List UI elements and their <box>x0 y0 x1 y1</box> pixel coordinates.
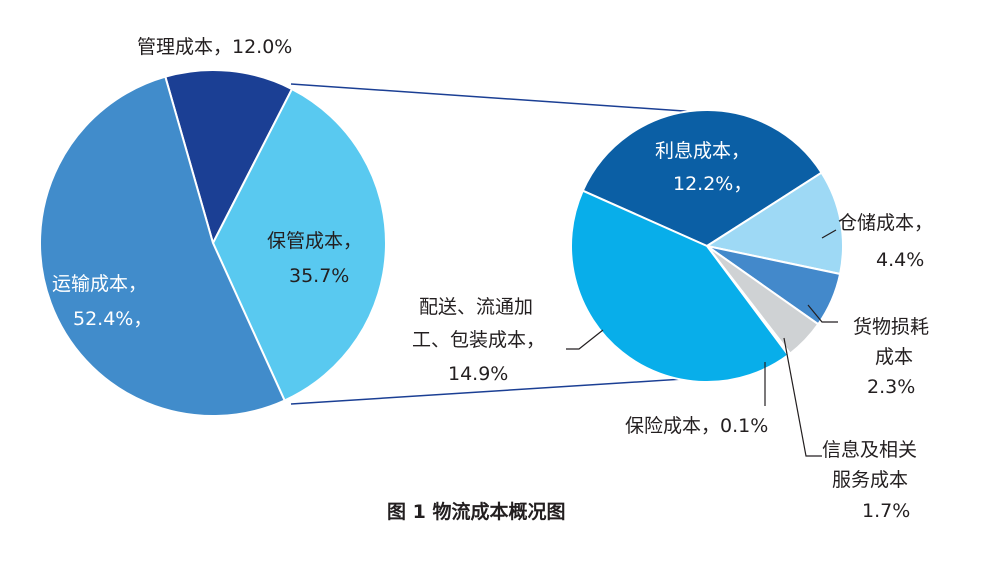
leader-line-distribution <box>566 329 604 350</box>
slice-distribution <box>570 189 790 384</box>
label-interest-line1: 利息成本， <box>655 140 750 162</box>
leader-line-info <box>783 337 822 457</box>
label-warehouse-line1: 仓储成本， <box>838 212 933 234</box>
slice-management <box>164 69 294 246</box>
figure-caption: 图 1 物流成本概况图 <box>387 500 565 523</box>
label-loss-line2: 成本 <box>875 346 913 368</box>
connector-line-top <box>290 83 714 114</box>
breakdown-pie <box>570 109 844 384</box>
label-distribution-line2: 工、包装成本， <box>412 329 545 351</box>
label-management: 管理成本，12.0% <box>137 36 292 58</box>
slice-warehouse <box>704 171 844 276</box>
leader-line-loss <box>807 304 838 323</box>
main-pie <box>39 69 387 417</box>
slice-transport <box>39 75 286 417</box>
label-interest-line2: 12.2%， <box>673 173 752 195</box>
slice-storage <box>211 87 387 402</box>
slice-interest <box>581 109 823 248</box>
label-loss-line3: 2.3% <box>867 376 915 398</box>
label-info-line3: 1.7% <box>862 500 910 522</box>
label-storage-line2: 35.7% <box>289 265 349 287</box>
label-transport-line1: 运输成本， <box>52 273 147 295</box>
label-transport-line2: 52.4%， <box>73 308 152 330</box>
leader-line-warehouse <box>821 229 837 239</box>
label-loss-line1: 货物损耗 <box>853 316 929 338</box>
label-insurance: 保险成本，0.1% <box>625 415 768 437</box>
label-distribution-line3: 14.9% <box>448 363 508 385</box>
label-distribution-line1: 配送、流通加 <box>419 296 533 318</box>
label-warehouse-line2: 4.4% <box>876 249 924 271</box>
label-info-line1: 信息及相关 <box>822 439 917 461</box>
connector-line-bottom <box>290 377 700 405</box>
label-info-line2: 服务成本 <box>832 469 908 491</box>
label-storage-line1: 保管成本， <box>267 230 362 252</box>
